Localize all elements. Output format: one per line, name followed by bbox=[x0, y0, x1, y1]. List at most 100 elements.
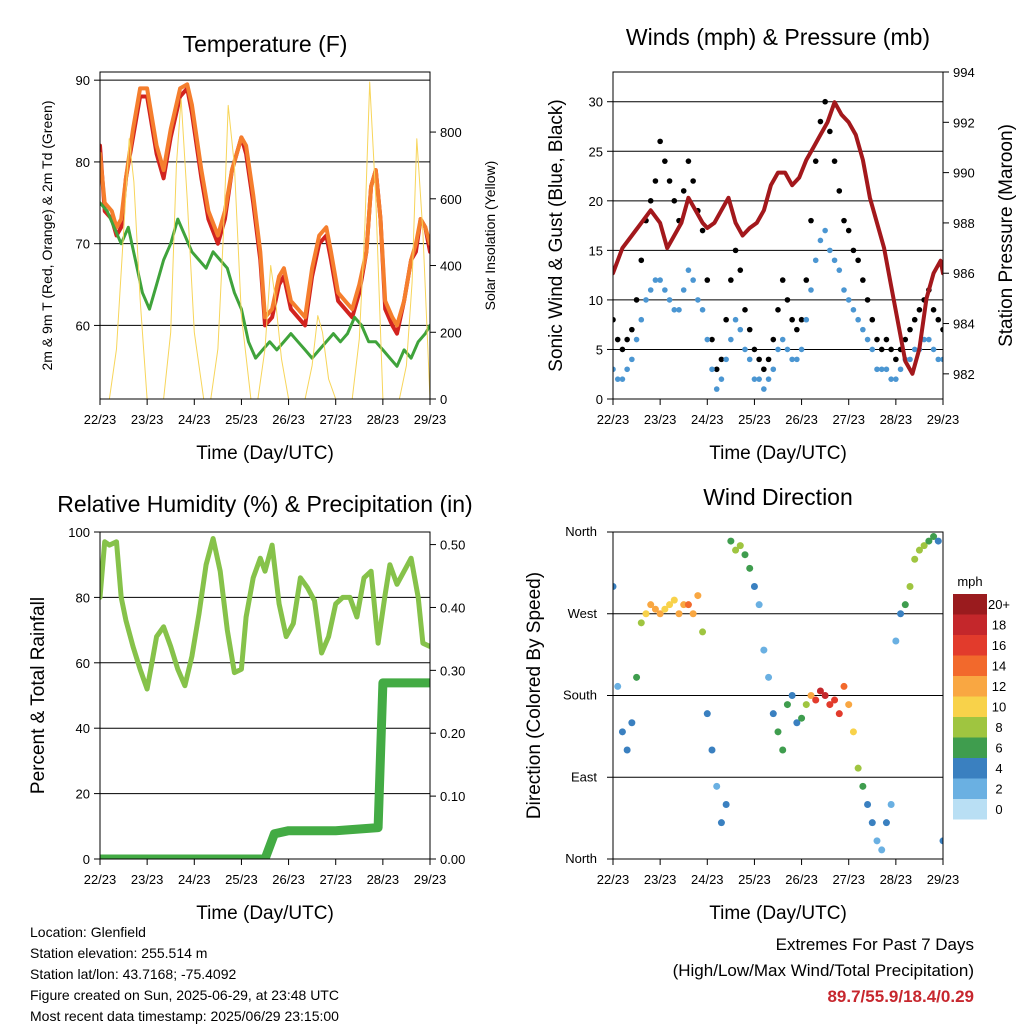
winds-gust-point bbox=[613, 316, 616, 323]
colorbar-label: 14 bbox=[992, 659, 1006, 674]
extremes-panel: Extremes For Past 7 Days (High/Low/Max W… bbox=[673, 932, 974, 1010]
colorbar-swatch bbox=[953, 635, 987, 656]
humidity-total-rainfall-line bbox=[100, 678, 430, 859]
x-tick-label: 28/23 bbox=[880, 412, 913, 427]
temperature-ylabel: 2m & 9m T (Red, Orange) & 2m Td (Green) bbox=[39, 101, 55, 371]
y-right-tick-label: 0.30 bbox=[440, 663, 465, 678]
winds-sonic-wind-point bbox=[770, 366, 777, 373]
winds-sonic-wind-point bbox=[878, 366, 885, 373]
winds-gust-point bbox=[850, 247, 857, 254]
x-tick-label: 29/23 bbox=[414, 872, 447, 887]
winds-gust-point bbox=[930, 307, 937, 313]
y-tick-label: 100 bbox=[68, 525, 90, 540]
winds-sonic-wind-point bbox=[633, 336, 640, 343]
direction-point bbox=[925, 537, 933, 545]
winds-sonic-wind-point bbox=[704, 336, 711, 343]
x-tick-label: 22/23 bbox=[597, 412, 630, 427]
colorbar-unit-label: mph bbox=[957, 574, 982, 589]
x-tick-label: 22/23 bbox=[84, 412, 117, 427]
colorbar-label: 2 bbox=[995, 782, 1002, 797]
winds-gust-point bbox=[779, 277, 786, 283]
winds-gust-point bbox=[822, 98, 828, 105]
winds-sonic-wind-point bbox=[935, 356, 942, 363]
winds-station-pressure-line bbox=[613, 100, 943, 376]
winds-sonic-wind-point bbox=[652, 277, 659, 283]
direction-point bbox=[934, 537, 942, 545]
direction-point bbox=[732, 546, 740, 554]
direction-point bbox=[708, 746, 716, 754]
winds-gust-point bbox=[680, 188, 687, 194]
direction-point bbox=[901, 601, 909, 609]
direction-point bbox=[915, 546, 923, 554]
winds-sonic-wind-point bbox=[893, 376, 899, 382]
x-tick-label: 23/23 bbox=[644, 872, 677, 887]
winds-sonic-wind-point bbox=[803, 316, 810, 323]
winds-sonic-wind-point bbox=[671, 307, 678, 313]
direction-point bbox=[613, 583, 617, 590]
humidity-xlabel: Time (Day/UTC) bbox=[196, 903, 334, 924]
winds-sonic-wind-point bbox=[761, 386, 767, 392]
direction-point bbox=[930, 533, 938, 541]
direction-point bbox=[699, 628, 707, 636]
colorbar-label: 18 bbox=[992, 618, 1006, 633]
y-tick-label: 0 bbox=[596, 392, 603, 407]
winds-sonic-wind-point bbox=[855, 316, 861, 323]
winds-sonic-wind-point bbox=[765, 376, 772, 382]
winds-gust-point bbox=[789, 316, 795, 323]
direction-point bbox=[675, 610, 683, 618]
y-tick-label: 80 bbox=[76, 590, 90, 605]
winds-gust-point bbox=[878, 346, 885, 353]
winds-gust-point bbox=[746, 326, 753, 333]
direction-point bbox=[703, 710, 711, 718]
winds-gust-point bbox=[860, 277, 866, 283]
x-tick-label: 29/23 bbox=[927, 872, 960, 887]
winds-sonic-wind-point bbox=[836, 267, 843, 273]
winds-sonic-wind-point bbox=[723, 356, 729, 363]
x-tick-label: 28/23 bbox=[367, 412, 400, 427]
direction-point bbox=[906, 583, 914, 590]
winds-plot-area bbox=[613, 98, 943, 392]
winds-gust-point bbox=[784, 297, 791, 303]
location-text: Location: Glenfield bbox=[30, 924, 146, 940]
winds-sonic-wind-point bbox=[798, 346, 805, 353]
latlon-text: Station lat/lon: 43.7168; -75.4092 bbox=[30, 966, 237, 982]
x-tick-label: 27/23 bbox=[319, 412, 352, 427]
direction-point bbox=[939, 837, 943, 845]
humidity-title: Relative Humidity (%) & Precipitation (i… bbox=[57, 491, 472, 517]
direction-point bbox=[628, 719, 636, 727]
winds-gust-point bbox=[869, 316, 876, 323]
y-right-tick-label: 0.20 bbox=[440, 726, 465, 741]
winds-sonic-wind-point bbox=[874, 366, 880, 373]
direction-point bbox=[835, 710, 843, 718]
x-tick-label: 28/23 bbox=[880, 872, 913, 887]
winds-sonic-wind-point bbox=[756, 376, 762, 382]
direction-point bbox=[798, 714, 806, 722]
winds-gust-point bbox=[666, 178, 673, 184]
winds-gust-point bbox=[893, 356, 899, 363]
y-right-tick-label: 0.50 bbox=[440, 538, 465, 553]
station-info: Location: Glenfield Station elevation: 2… bbox=[30, 922, 339, 1027]
direction-point bbox=[887, 801, 895, 808]
winds-gust-point bbox=[638, 257, 645, 264]
direction-point bbox=[849, 728, 857, 736]
winds-sonic-wind-point bbox=[940, 356, 943, 363]
winds-gust-point bbox=[775, 307, 781, 313]
direction-point bbox=[774, 728, 782, 736]
y-right-tick-label: 982 bbox=[953, 367, 975, 382]
direction-point bbox=[750, 583, 758, 590]
winds-gust-point bbox=[855, 257, 861, 264]
x-tick-label: 26/23 bbox=[785, 412, 818, 427]
direction-point bbox=[878, 846, 886, 854]
winds-sonic-wind-point bbox=[817, 237, 824, 244]
winds-sonic-wind-point bbox=[751, 376, 758, 382]
y-tick-label: 60 bbox=[76, 656, 90, 671]
x-tick-label: 24/23 bbox=[178, 412, 211, 427]
winds-sonic-wind-point bbox=[841, 287, 847, 293]
y-tick-label: 40 bbox=[76, 721, 90, 736]
colorbar-label: 20+ bbox=[988, 597, 1010, 612]
y-tick-label: 30 bbox=[589, 95, 603, 110]
x-tick-label: 24/23 bbox=[691, 872, 724, 887]
winds-gust-point bbox=[916, 307, 923, 313]
y-tick-label: North bbox=[565, 851, 597, 866]
